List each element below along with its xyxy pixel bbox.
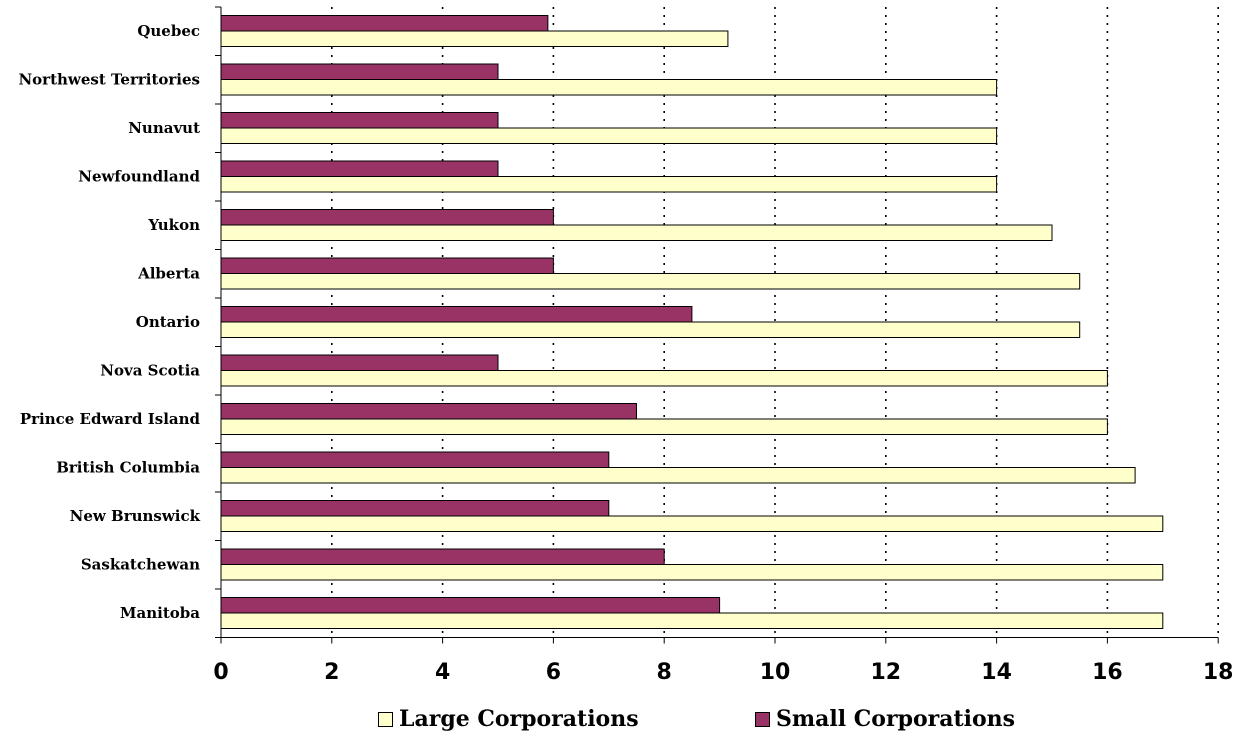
bar-large-8	[220, 418, 1108, 435]
category-label: Nunavut	[128, 119, 200, 137]
bar-small-8	[220, 403, 637, 420]
category-label: Yukon	[147, 216, 200, 234]
legend-swatch-large	[378, 711, 393, 727]
bar-small-12	[220, 597, 721, 614]
bar-small-9	[220, 451, 610, 468]
category-label: Quebec	[137, 22, 200, 40]
bar-chart: Quebec Northwest Territories Nunavut Newfou…	[18, 6, 1233, 685]
x-tick-label: 8	[657, 660, 672, 685]
legend-item-small: Small Corporations	[755, 706, 1015, 732]
category-label: British Columbia	[56, 459, 200, 477]
bar-large-6	[220, 321, 1081, 338]
bars	[220, 15, 1164, 629]
category-label: Northwest Territories	[18, 71, 200, 89]
category-label: Prince Edward Island	[20, 410, 201, 428]
bar-large-10	[220, 515, 1164, 532]
bar-large-12	[220, 612, 1164, 629]
bar-small-10	[220, 500, 610, 517]
x-tick-label: 14	[981, 660, 1012, 685]
bar-large-5	[220, 273, 1081, 290]
category-labels: Quebec Northwest Territories Nunavut Newfou…	[18, 22, 200, 622]
bar-small-3	[220, 160, 499, 177]
x-tick-label: 12	[870, 660, 901, 685]
bar-large-4	[220, 224, 1053, 241]
x-tick-label: 16	[1092, 660, 1123, 685]
bar-small-6	[220, 306, 693, 323]
axes	[215, 6, 1219, 644]
legend-label-small: Small Corporations	[776, 706, 1016, 732]
bar-large-7	[220, 370, 1108, 387]
bar-small-5	[220, 257, 554, 274]
bar-large-3	[220, 176, 998, 193]
x-tick-label: 0	[213, 660, 228, 685]
category-label: Manitoba	[120, 604, 200, 622]
x-tick-label: 2	[324, 660, 339, 685]
bar-large-0	[220, 30, 729, 47]
x-tick-label: 18	[1203, 660, 1233, 685]
bar-small-7	[220, 354, 499, 371]
bar-small-11	[220, 548, 665, 565]
bar-small-0	[220, 15, 549, 32]
category-label: Saskatchewan	[81, 556, 200, 574]
legend-swatch-small	[755, 711, 770, 727]
bar-small-1	[220, 63, 499, 80]
legend-item-large: Large Corporations	[378, 706, 639, 732]
bar-small-4	[220, 209, 554, 226]
x-tick-label: 4	[435, 660, 450, 685]
category-label: New Brunswick	[70, 507, 201, 525]
bar-large-1	[220, 79, 998, 96]
bar-large-9	[220, 467, 1136, 484]
category-label: Ontario	[136, 313, 200, 331]
bar-small-2	[220, 112, 499, 129]
legend: Large Corporations Small Corporations	[0, 706, 1233, 734]
category-label: Alberta	[137, 265, 200, 283]
legend-label-large: Large Corporations	[399, 706, 639, 732]
bar-large-11	[220, 564, 1164, 581]
tick-labels: 0 2 4 6 8 10 12 14 16 18	[213, 660, 1233, 685]
x-tick-label: 10	[760, 660, 791, 685]
category-label: Newfoundland	[78, 168, 200, 186]
x-tick-label: 6	[546, 660, 561, 685]
bar-large-2	[220, 127, 998, 144]
category-label: Nova Scotia	[100, 362, 200, 380]
